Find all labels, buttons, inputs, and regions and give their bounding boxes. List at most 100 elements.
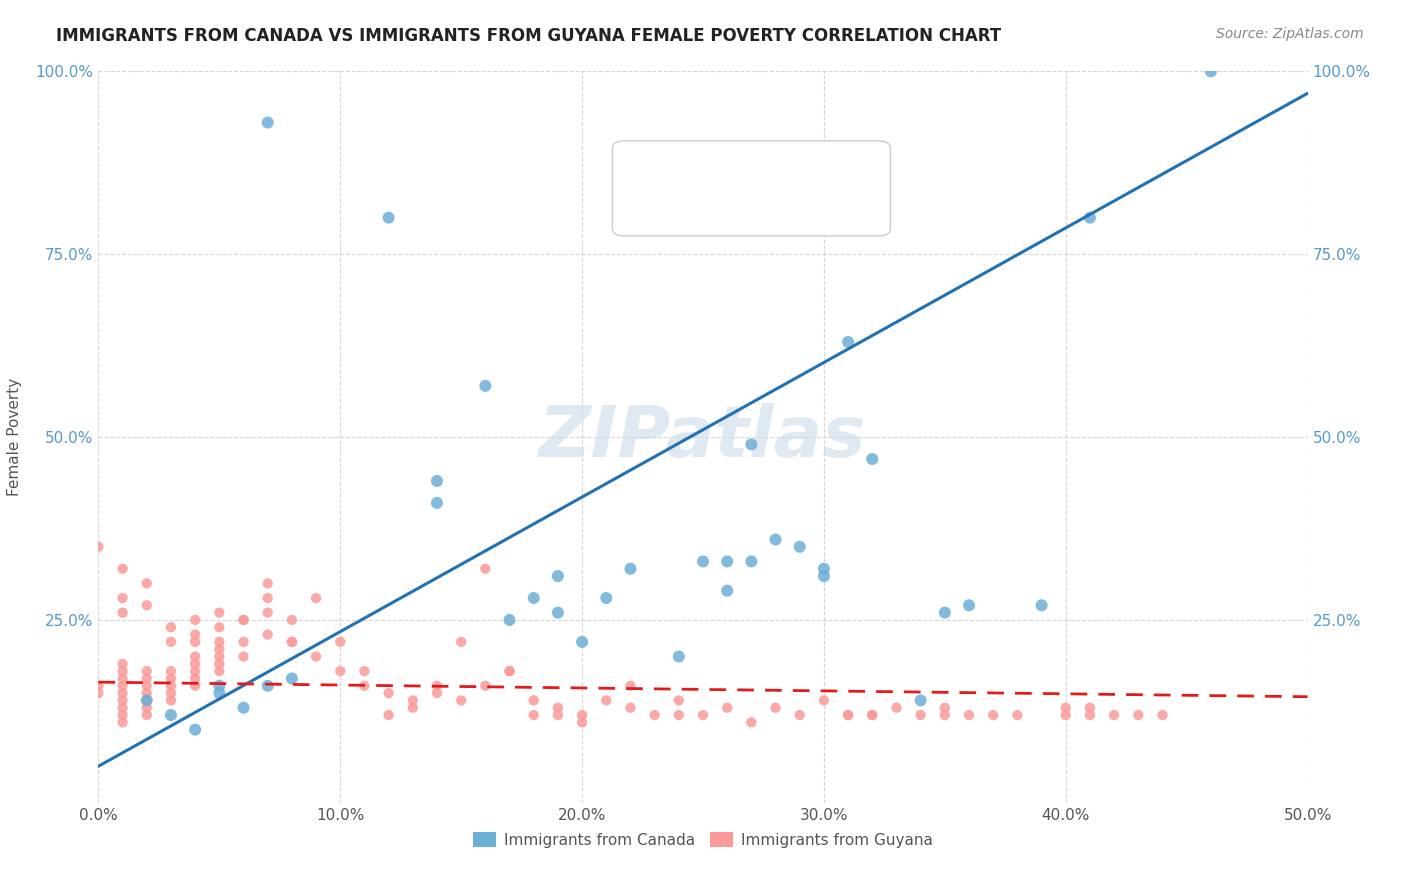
Point xyxy=(402,693,425,707)
Point xyxy=(135,576,157,591)
Point xyxy=(716,583,738,598)
Point xyxy=(934,700,956,714)
Point xyxy=(329,664,352,678)
Point xyxy=(135,700,157,714)
Point xyxy=(860,708,883,723)
Point xyxy=(813,569,835,583)
Point xyxy=(111,606,134,620)
Point xyxy=(232,700,254,714)
Point xyxy=(860,452,883,467)
Point xyxy=(644,708,666,723)
Point xyxy=(208,606,231,620)
Point xyxy=(1199,64,1222,78)
Point xyxy=(160,679,183,693)
Point xyxy=(256,606,278,620)
Point xyxy=(765,700,787,714)
Point xyxy=(135,708,157,723)
Point xyxy=(184,672,207,686)
Point xyxy=(547,569,569,583)
Text: ZIPatlas: ZIPatlas xyxy=(540,402,866,472)
Point xyxy=(595,591,617,605)
Point xyxy=(692,708,714,723)
Point xyxy=(208,635,231,649)
Point xyxy=(402,700,425,714)
Point xyxy=(1102,708,1125,723)
Point xyxy=(184,723,207,737)
Point xyxy=(426,496,449,510)
Point xyxy=(111,657,134,671)
Point xyxy=(813,562,835,576)
Point xyxy=(184,664,207,678)
Point xyxy=(740,437,762,451)
Point xyxy=(208,649,231,664)
Point xyxy=(498,664,520,678)
Point xyxy=(1078,211,1101,225)
Point xyxy=(837,334,859,349)
Text: IMMIGRANTS FROM CANADA VS IMMIGRANTS FROM GUYANA FEMALE POVERTY CORRELATION CHAR: IMMIGRANTS FROM CANADA VS IMMIGRANTS FRO… xyxy=(56,27,1001,45)
Point xyxy=(184,649,207,664)
Point xyxy=(1054,708,1077,723)
Point xyxy=(426,474,449,488)
Point xyxy=(135,599,157,613)
Point xyxy=(111,679,134,693)
Point xyxy=(111,591,134,605)
Point xyxy=(160,693,183,707)
Point xyxy=(160,635,183,649)
Point xyxy=(547,700,569,714)
Point xyxy=(135,686,157,700)
Point xyxy=(184,635,207,649)
Point xyxy=(595,693,617,707)
Point xyxy=(1078,700,1101,714)
Point xyxy=(910,693,932,707)
Point xyxy=(571,708,593,723)
Point xyxy=(450,635,472,649)
Point xyxy=(474,679,496,693)
Point xyxy=(571,635,593,649)
Point xyxy=(668,693,690,707)
Point xyxy=(789,540,811,554)
Point xyxy=(184,657,207,671)
Point xyxy=(1152,708,1174,723)
Point xyxy=(111,700,134,714)
Point xyxy=(692,554,714,568)
Point xyxy=(1078,708,1101,723)
Point xyxy=(1128,708,1150,723)
Point xyxy=(232,613,254,627)
Y-axis label: Female Poverty: Female Poverty xyxy=(7,378,21,496)
Point xyxy=(305,649,328,664)
Point xyxy=(498,613,520,627)
Point xyxy=(111,708,134,723)
Point xyxy=(256,591,278,605)
Point xyxy=(910,708,932,723)
Point xyxy=(111,693,134,707)
Point xyxy=(474,562,496,576)
Point xyxy=(353,664,375,678)
Point xyxy=(208,620,231,634)
Point xyxy=(160,686,183,700)
Point xyxy=(837,708,859,723)
Point xyxy=(135,672,157,686)
Point xyxy=(160,672,183,686)
Point xyxy=(668,708,690,723)
Point xyxy=(184,613,207,627)
Point xyxy=(716,700,738,714)
Point xyxy=(716,554,738,568)
Point xyxy=(135,693,157,707)
Point xyxy=(256,679,278,693)
Point xyxy=(329,635,352,649)
Text: Source: ZipAtlas.com: Source: ZipAtlas.com xyxy=(1216,27,1364,41)
Point xyxy=(450,693,472,707)
Point xyxy=(160,708,183,723)
Point xyxy=(208,664,231,678)
Point xyxy=(160,664,183,678)
Point xyxy=(498,664,520,678)
Point xyxy=(281,613,304,627)
Point xyxy=(789,708,811,723)
Point xyxy=(934,606,956,620)
Point xyxy=(87,679,110,693)
Point xyxy=(184,627,207,641)
FancyBboxPatch shape xyxy=(613,141,890,235)
Point xyxy=(111,715,134,730)
Point xyxy=(208,657,231,671)
Point xyxy=(619,700,641,714)
